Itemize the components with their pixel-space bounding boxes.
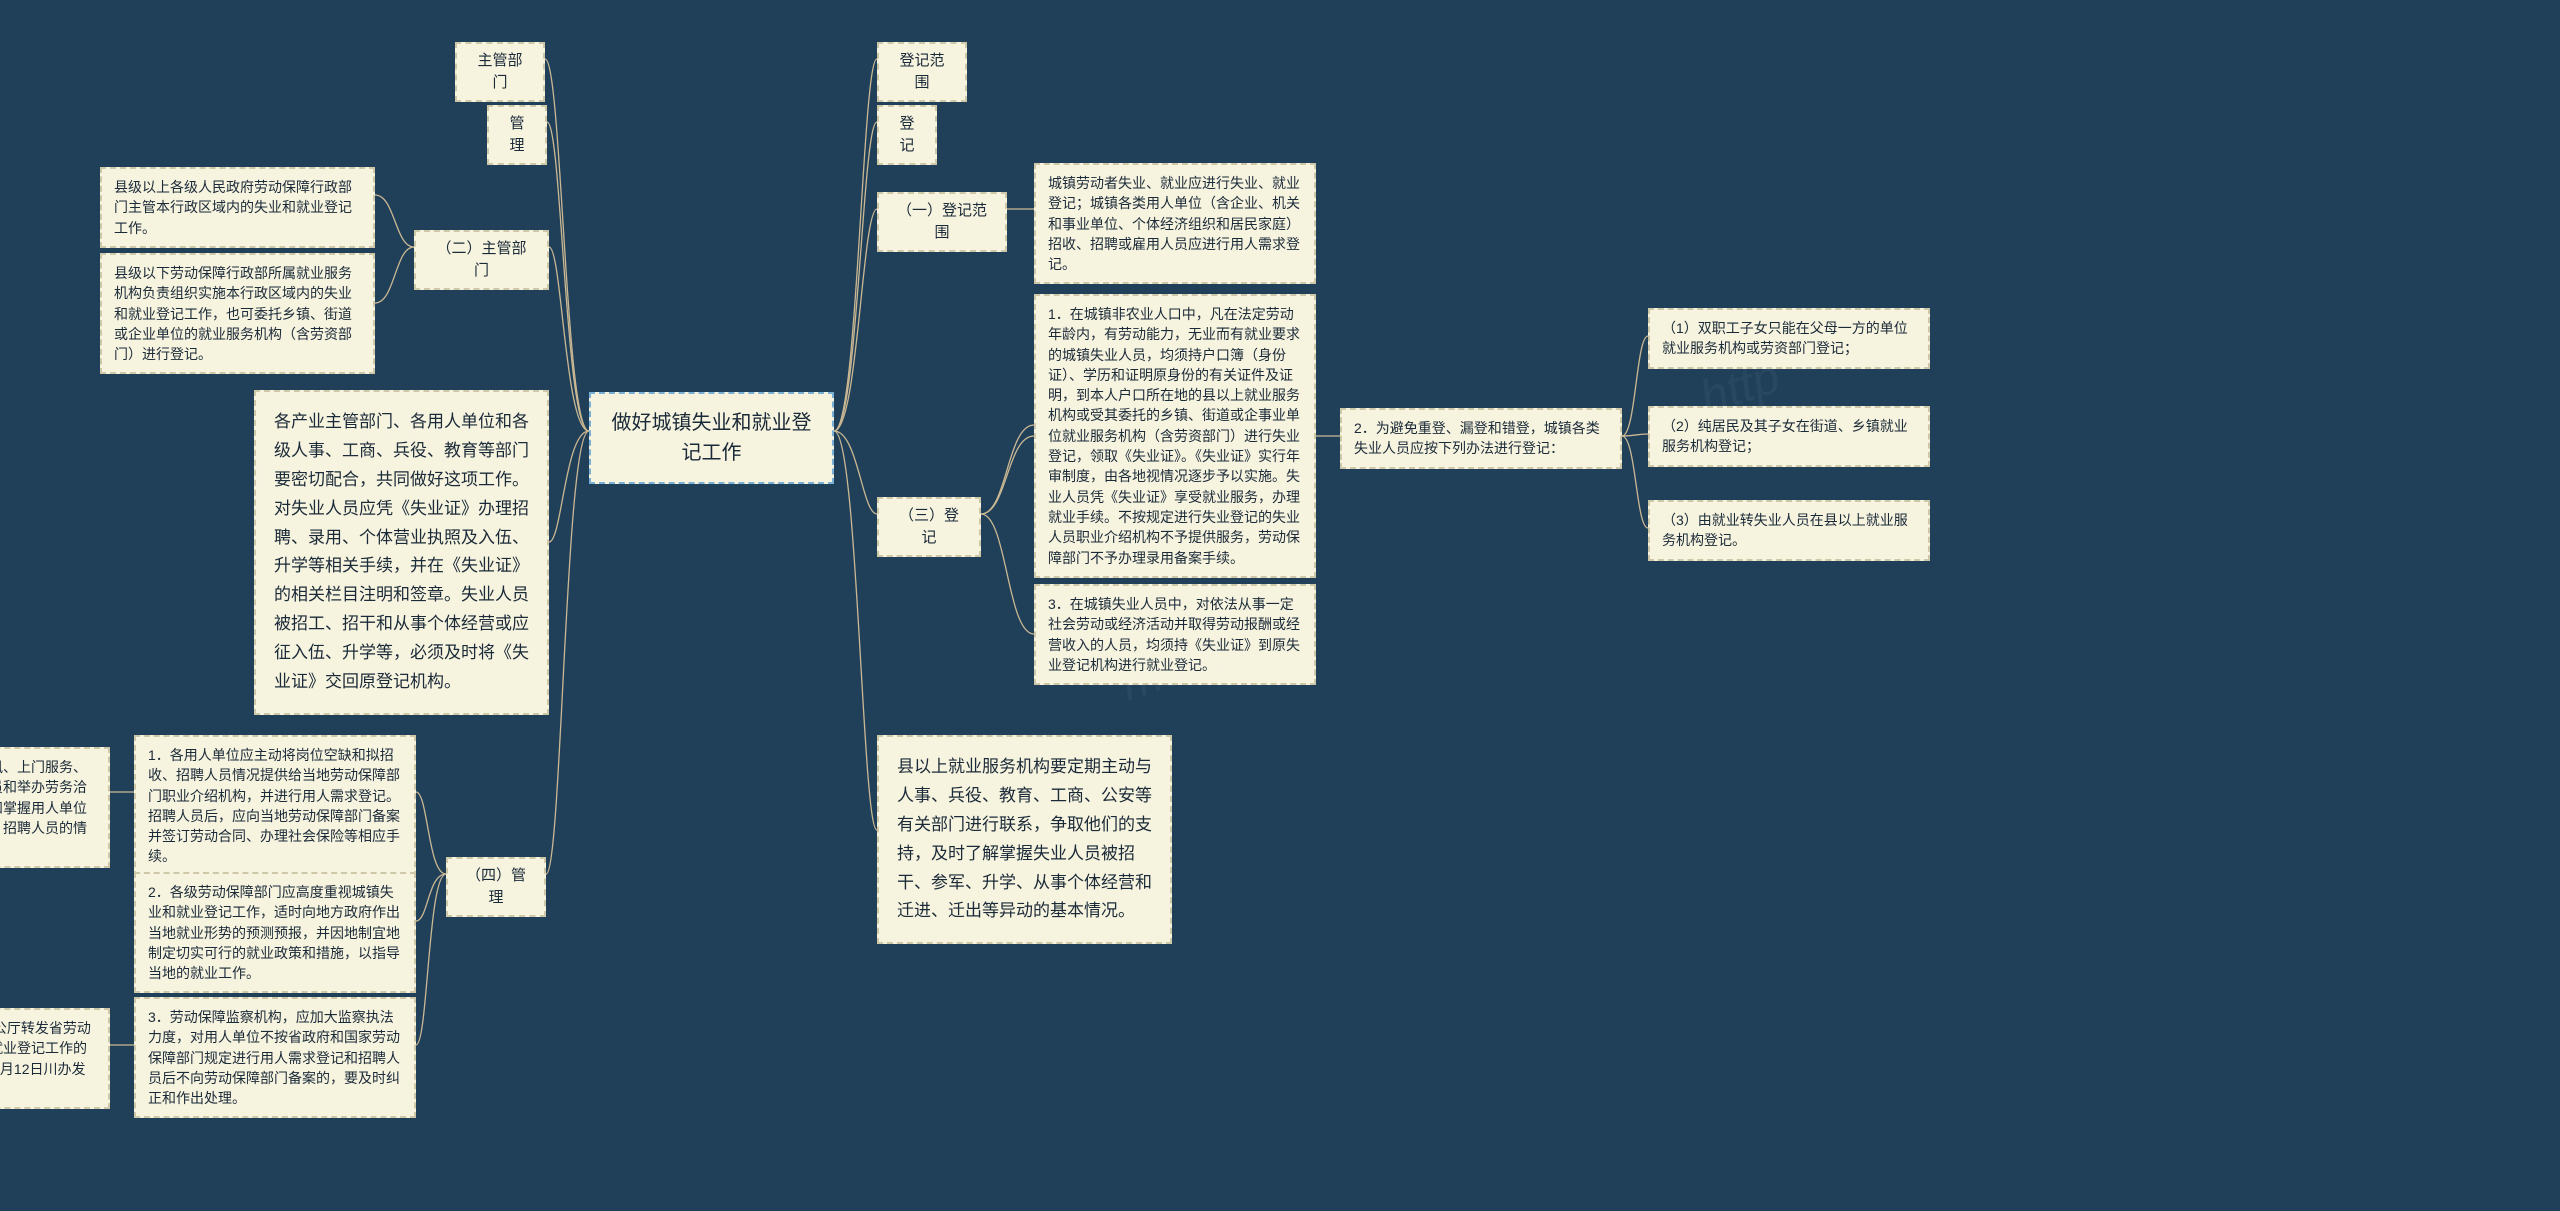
node-l-sec4-3: 3．劳动保障监察机构，应加大监察执法力度，对用人单位不按省政府和国家劳动保障部门… <box>134 997 416 1118</box>
connector <box>834 431 877 514</box>
node-l-sec4: （四）管理 <box>446 857 546 917</box>
node-l-sec4-3a: [详见四川省人民政府办公厅转发省劳动厅《关于做好城镇失业就业登记工作的意见》的通… <box>0 1008 110 1109</box>
connector <box>981 425 1034 514</box>
node-r-sec3-3: 3．在城镇失业人员中，对依法从事一定社会劳动或经济活动并取得劳动报酬或经营收入的… <box>1034 584 1316 685</box>
connector <box>1622 436 1648 528</box>
node-r-sec3-2: 2．为避免重登、漏登和错登，城镇各类失业人员应按下列办法进行登记： <box>1340 408 1622 469</box>
node-r-t1: 登记范围 <box>877 42 967 102</box>
node-l-t2: 管理 <box>487 105 547 165</box>
node-r-sec3: （三）登记 <box>877 497 981 557</box>
node-l-bigpara: 各产业主管部门、各用人单位和各级人事、工商、兵役、教育等部门要密切配合，共同做好… <box>254 390 549 715</box>
connector <box>549 247 589 431</box>
node-l-t1: 主管部门 <box>455 42 545 102</box>
connector <box>981 514 1034 634</box>
connector <box>375 195 414 247</box>
node-r-sec1: （一）登记范围 <box>877 192 1007 252</box>
node-r-sec1-a: 城镇劳动者失业、就业应进行失业、就业登记；城镇各类用人单位（含企业、机关和事业单… <box>1034 163 1316 284</box>
connector <box>375 247 414 303</box>
connector <box>834 431 877 830</box>
connector <box>416 792 446 874</box>
connector <box>1622 336 1648 436</box>
connector <box>834 59 877 431</box>
connector <box>547 122 589 431</box>
connector <box>549 431 589 542</box>
node-r-t2: 登记 <box>877 105 937 165</box>
node-r-sec3-1: 1．在城镇非农业人口中，凡在法定劳动年龄内，有劳动能力，无业而有就业要求的城镇失… <box>1034 294 1316 578</box>
node-l-sec2: （二）主管部门 <box>414 230 549 290</box>
node-l-sec4-1a: 职业介绍机构可采取通讯、上门服务、在企事业单位聘请信息员和举办劳务洽谈会等多种方… <box>0 747 110 868</box>
connector <box>545 59 589 431</box>
center-node: 做好城镇失业和就业登记工作 <box>589 392 834 484</box>
connector <box>834 122 877 431</box>
connector <box>416 874 446 921</box>
connector <box>546 431 589 874</box>
node-l-sec2-b: 县级以下劳动保障行政部所属就业服务机构负责组织实施本行政区域内的失业和就业登记工… <box>100 253 375 374</box>
connector <box>416 874 446 1045</box>
node-l-sec2-a: 县级以上各级人民政府劳动保障行政部门主管本行政区域内的失业和就业登记工作。 <box>100 167 375 248</box>
connector <box>1622 434 1648 436</box>
node-l-sec4-2: 2．各级劳动保障部门应高度重视城镇失业和就业登记工作，适时向地方政府作出当地就业… <box>134 872 416 993</box>
node-r-sec3-2c: （3）由就业转失业人员在县以上就业服务机构登记。 <box>1648 500 1930 561</box>
node-l-sec4-1: 1．各用人单位应主动将岗位空缺和拟招收、招聘人员情况提供给当地劳动保障部门职业介… <box>134 735 416 877</box>
node-r-bigpara: 县以上就业服务机构要定期主动与人事、兵役、教育、工商、公安等有关部门进行联系，争… <box>877 735 1172 944</box>
node-r-sec3-2b: （2）纯居民及其子女在街道、乡镇就业服务机构登记； <box>1648 406 1930 467</box>
node-r-sec3-2a: （1）双职工子女只能在父母一方的单位就业服务机构或劳资部门登记； <box>1648 308 1930 369</box>
connector <box>834 209 877 431</box>
